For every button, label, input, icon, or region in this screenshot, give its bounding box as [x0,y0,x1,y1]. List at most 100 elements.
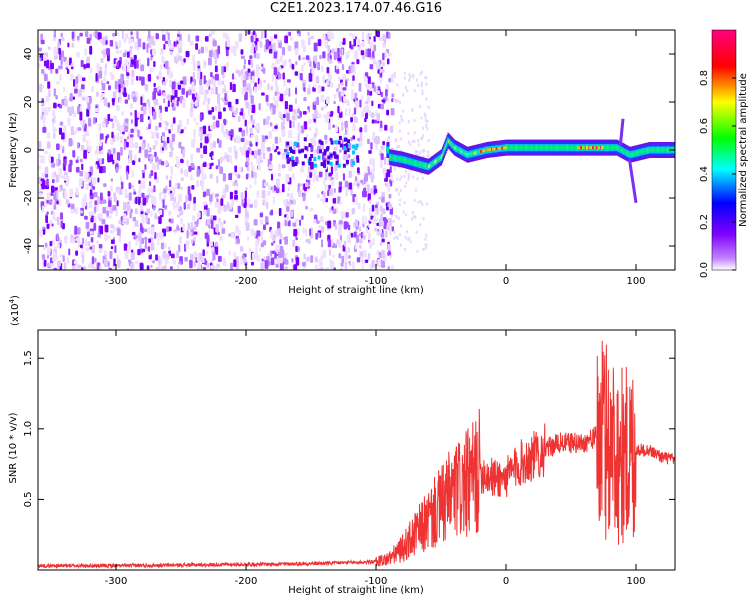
spectrogram-cell [192,202,197,212]
spectrogram-cell [363,249,367,258]
spectrogram-cell [342,163,346,168]
spectrogram-cell [336,240,339,244]
spectrogram-cell [262,67,266,74]
spectrogram-cell [372,237,375,246]
spectrogram-cell [196,211,201,218]
spectrogram-cell [53,114,57,123]
spectrogram-cell [253,231,256,238]
spectrogram-cell [85,131,90,137]
spectrogram-cell [358,226,362,232]
spectrogram-cell [64,235,68,244]
spectrogram-cell [338,135,342,140]
trace-cell [525,146,527,150]
spectrogram-cell [351,144,355,149]
colorbar-scale [711,29,737,271]
spectrogram-cell [267,190,271,196]
spectrogram-cell [303,253,306,260]
spectrogram-cell [276,179,280,185]
spectrogram-cell [194,223,197,231]
spectrogram-cell [265,94,269,102]
spectrogram-cell [247,30,251,35]
spectrogram-cell [122,131,125,135]
spectrogram-x-axis-label: Height of straight line (km) [288,285,424,296]
spectrogram-cell [289,149,293,154]
spectrogram-cell [388,78,392,83]
spectrogram-cell [398,202,401,206]
trace-cell [465,152,467,156]
trace-cell [606,146,608,150]
spectrogram-cell [126,75,130,80]
spectrogram-cell [331,32,335,40]
spectrogram-cell [259,159,264,163]
spectrogram-cell [245,173,249,180]
spectrogram-cell [371,204,375,212]
spectrogram-cell [121,30,124,39]
spectrogram-cell [44,166,49,175]
trace-cell [447,139,449,143]
spectrogram-cell [340,211,345,219]
trace-cell [498,147,500,151]
spectrogram-cell [151,188,154,193]
spectrogram-cell [85,183,89,190]
spectrogram-cell [95,30,98,39]
spectrogram-cell [393,236,396,240]
x-tick-label: -300 [105,276,128,287]
trace-cell [555,146,557,150]
spectrogram-cell [79,170,84,177]
spectrogram-cell [379,205,383,212]
spectrogram-cell [388,217,392,224]
trace-cell [390,155,392,159]
spectrogram-cell [154,151,157,157]
spectrogram-cell [138,157,141,163]
spectrogram-cell [113,226,117,232]
spectrogram-cell [426,127,429,131]
spectrogram-cell [77,239,81,248]
spectrogram-cell [190,239,194,244]
spectrogram-cell [210,71,213,78]
spectrogram-cell [141,169,145,173]
spectrogram-cell [51,162,56,168]
trace-cell [541,146,543,150]
spectrogram-cell [254,250,259,260]
spectrogram-cell [284,236,288,245]
spectrogram-cell [256,122,260,130]
spectrogram-cell [253,86,258,93]
spectrogram-cell [303,121,308,130]
trace-cell [387,148,389,152]
trace-cell [573,146,576,150]
spectrogram-cell [375,142,378,150]
trace-cell [650,148,652,152]
trace-cell [417,162,419,166]
spectrogram-cell [163,193,167,201]
spectrogram-cell [393,230,396,234]
spectrogram-cell [403,71,406,75]
y-tick-label: -40 [23,238,34,254]
spectrogram-cell [144,239,147,249]
spectrogram-cell [44,242,48,248]
trace-cell [419,162,421,166]
spectrogram-cell [167,100,170,108]
spectrogram-cell [395,214,398,218]
spectrogram-cell [64,158,67,167]
trace-cell [586,146,588,150]
spectrogram-cell [250,134,254,139]
spectrogram-cell [417,139,420,143]
spectrogram-cell [164,126,168,131]
spectrogram-cell [115,163,119,168]
spectrogram-cell [177,31,181,35]
trace-cell [442,150,445,154]
trace-cell [601,146,603,150]
x-tick-label: -200 [235,276,258,287]
trace-cell [621,148,623,152]
spectrogram-cell [99,133,104,140]
spectrogram-cell [292,222,297,227]
spectrogram-cell [297,183,300,190]
spectrogram-cell [116,188,120,194]
spectrogram-cell [291,258,294,263]
spectrogram-cell [218,139,222,148]
spectrogram-cell [43,55,48,61]
snr-frame [37,329,676,571]
spectrogram-cell [345,99,350,105]
spectrogram-cell [106,210,110,216]
spectrogram-cell [104,234,108,241]
